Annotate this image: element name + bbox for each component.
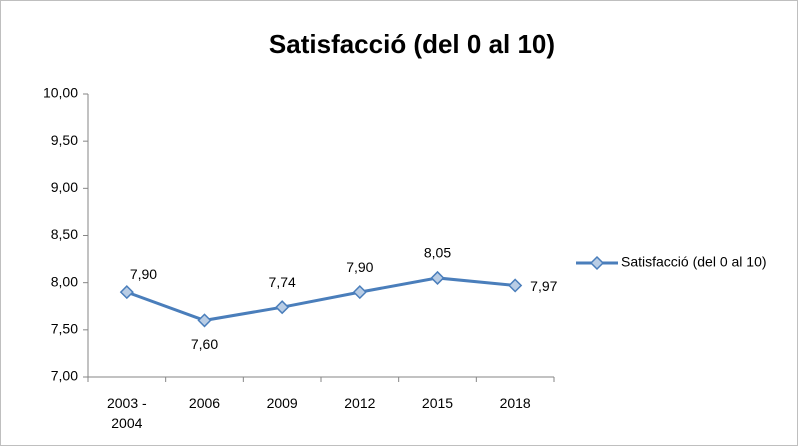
data-label: 7,97 bbox=[530, 278, 557, 294]
x-tick-label: 2012 bbox=[344, 395, 376, 411]
x-tick-label-box: 2018 bbox=[499, 395, 531, 411]
y-tick-label: 9,00 bbox=[51, 179, 78, 195]
legend-label: Satisfacció (del 0 al 10) bbox=[621, 254, 767, 270]
x-tick-label: 2015 bbox=[421, 395, 454, 411]
chart-title: Satisfacció (del 0 al 10) bbox=[269, 29, 555, 59]
marker bbox=[275, 300, 290, 315]
x-tick-label: 2006 bbox=[188, 395, 221, 411]
x-tick-label-box: 2006 bbox=[188, 395, 221, 411]
marker bbox=[197, 313, 212, 328]
marker bbox=[508, 278, 523, 293]
data-label: 7,90 bbox=[346, 259, 373, 275]
y-tick-label: 7,00 bbox=[51, 368, 78, 384]
x-tick-label: 2009 bbox=[266, 395, 298, 411]
legend-marker bbox=[589, 255, 605, 271]
marker bbox=[430, 270, 445, 286]
y-tick-label: 9,50 bbox=[51, 132, 78, 148]
y-tick-label: 7,50 bbox=[51, 321, 78, 337]
marker bbox=[352, 285, 367, 300]
series-line bbox=[126, 276, 516, 322]
x-tick-label-box: 2003 - 2004 bbox=[106, 395, 147, 431]
x-tick-label: 2003 - 2004 bbox=[106, 395, 147, 431]
data-label: 7,90 bbox=[130, 266, 157, 282]
x-tick-label: 2018 bbox=[499, 395, 531, 411]
data-label: 7,60 bbox=[191, 336, 218, 352]
data-label: 8,05 bbox=[424, 245, 451, 261]
data-label: 7,74 bbox=[269, 274, 296, 290]
y-tick-label: 8,00 bbox=[51, 273, 78, 289]
marker bbox=[119, 285, 134, 300]
x-tick-label-box: 2012 bbox=[344, 395, 376, 411]
x-tick-label-box: 2015 bbox=[421, 395, 454, 411]
y-tick-label: 8,50 bbox=[51, 226, 78, 242]
y-tick-label: 10,00 bbox=[43, 85, 78, 101]
x-tick-label-box: 2009 bbox=[266, 395, 298, 411]
